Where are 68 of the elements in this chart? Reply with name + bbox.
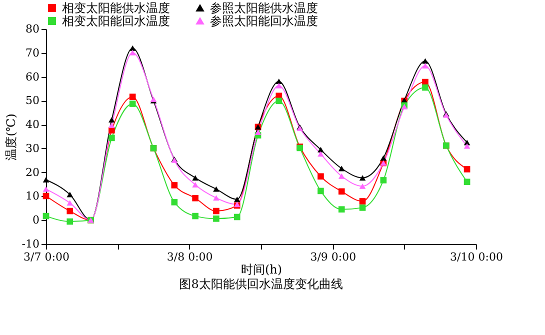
y-tick-label: 0 [32, 214, 40, 227]
y-tick-label: 70 [26, 46, 40, 60]
y-tick-label: 60 [26, 70, 40, 84]
x-tick-label: 3/8 0:00 [166, 250, 213, 264]
point [213, 208, 220, 214]
x-tick-label: 3/10 0:00 [450, 250, 503, 264]
point [276, 82, 282, 88]
point [359, 204, 366, 211]
y-tick-label: 10 [26, 190, 40, 203]
point [234, 214, 240, 220]
point [192, 194, 198, 202]
point [192, 212, 198, 220]
point [422, 84, 428, 91]
point [254, 129, 262, 135]
x-axis-title: 时间(h) [240, 262, 282, 276]
point [129, 45, 136, 51]
point [464, 178, 470, 186]
point [464, 143, 470, 149]
point [66, 200, 74, 206]
point [66, 208, 74, 214]
point [380, 155, 387, 161]
point [66, 218, 74, 225]
y-axis-title: 温度(℃) [4, 114, 18, 160]
point [380, 177, 387, 184]
legend-label: 相变太阳能回水温度 [62, 14, 170, 28]
point [192, 182, 198, 188]
point [213, 216, 220, 222]
y-tick-label: 30 [26, 142, 40, 155]
point [464, 166, 470, 172]
point [359, 183, 366, 189]
point [276, 78, 282, 84]
point [338, 173, 345, 179]
point [234, 196, 240, 202]
x-tick-label: 3/7 0:00 [24, 250, 70, 264]
point [318, 173, 324, 180]
point [129, 100, 136, 107]
point [338, 166, 345, 172]
legend-label: 参照太阳能回水温度 [210, 14, 318, 28]
y-tick-label: 80 [26, 22, 40, 36]
point [129, 50, 136, 56]
point [108, 122, 115, 128]
y-tick-label: -10 [22, 238, 40, 250]
y-tick-label: 20 [26, 166, 40, 179]
point [359, 175, 366, 181]
y-tick-label: 50 [26, 94, 40, 108]
y-tick-label: 40 [26, 118, 40, 132]
point [422, 58, 428, 64]
point [213, 195, 220, 201]
point [129, 94, 136, 100]
point [192, 175, 198, 181]
point [318, 146, 324, 152]
legend-label: 参照太阳能供水温度 [210, 1, 318, 15]
point [359, 198, 366, 204]
point [213, 186, 220, 192]
point [318, 151, 324, 157]
point [66, 192, 74, 198]
point [171, 199, 178, 206]
point [108, 117, 115, 123]
point [171, 182, 178, 188]
point [422, 63, 428, 69]
point [338, 188, 345, 195]
x-tick-label: 3/9 0:00 [310, 250, 356, 264]
text: 图8太阳能供回水温度变化曲线 [179, 277, 343, 291]
point [338, 206, 345, 213]
legend-label: 相变太阳能供水温度 [62, 1, 170, 15]
point [276, 98, 282, 104]
point [108, 134, 115, 142]
point [318, 188, 324, 194]
